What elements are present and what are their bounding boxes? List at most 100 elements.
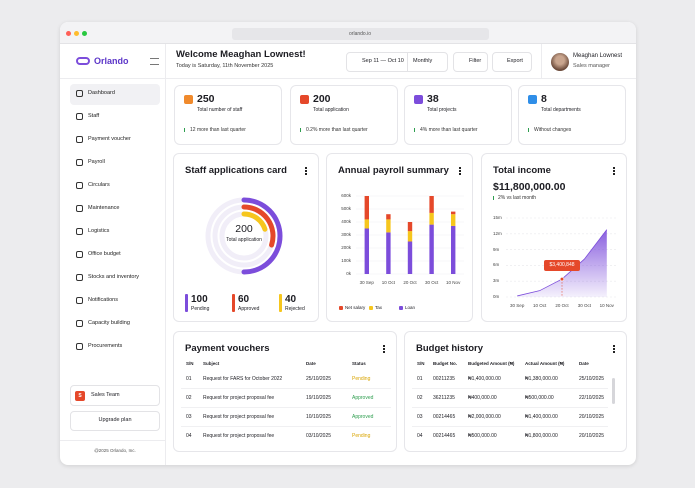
user-name: Meaghan Lownest xyxy=(573,53,623,60)
sidebar-divider xyxy=(60,78,166,79)
scrollbar[interactable] xyxy=(612,378,615,404)
row-divider xyxy=(412,407,608,408)
nav-item[interactable]: Payroll xyxy=(88,159,105,166)
nav-icon xyxy=(76,343,83,350)
total-value: 200 xyxy=(235,223,253,236)
nav-icon xyxy=(76,136,83,143)
table-cell: Request for project proposal fee xyxy=(203,413,275,420)
brand-logo xyxy=(76,57,90,65)
stat-change: 4% more than last quarter xyxy=(420,126,478,133)
ring-arc xyxy=(241,204,276,248)
column-header: Budgeted Amount (₦) xyxy=(468,361,515,367)
nav-item[interactable]: Maintenance xyxy=(88,205,120,212)
window-control[interactable] xyxy=(66,31,71,36)
nav-item[interactable]: Stocks and inventory xyxy=(88,274,140,281)
period-button[interactable] xyxy=(407,52,448,72)
table-cell: ₦1,400,000.00 xyxy=(525,413,558,420)
menu-toggle[interactable] xyxy=(150,58,159,65)
x-tick-label: 10 Oct xyxy=(381,280,396,286)
export-label[interactable]: Export xyxy=(507,58,523,65)
period[interactable]: Monthly xyxy=(413,58,433,65)
window-control[interactable] xyxy=(82,31,87,36)
nav-item[interactable]: Notifications xyxy=(88,297,118,304)
filter-label[interactable]: Filter xyxy=(469,58,482,65)
table-cell: ₦1,400,000.00 xyxy=(468,375,501,382)
bar-segment xyxy=(364,219,369,229)
table-cell: 04 xyxy=(417,432,423,439)
table-cell: Request for project proposal fee xyxy=(203,432,275,439)
table-cell: 03 xyxy=(186,413,192,420)
stat-change: Without changes xyxy=(534,126,572,133)
row-divider xyxy=(412,426,608,427)
change-indicator xyxy=(300,128,303,132)
more-menu[interactable] xyxy=(305,167,307,175)
x-tick-label: 10 Nov xyxy=(446,280,461,286)
y-tick-label: 600k xyxy=(341,193,351,199)
payroll-card xyxy=(326,153,473,322)
stat-label: Total application xyxy=(313,106,349,113)
table-cell: 03 xyxy=(417,413,423,420)
column-header: S/N xyxy=(417,361,425,367)
stat-value: 38 xyxy=(427,92,439,105)
window-control[interactable] xyxy=(74,31,79,36)
y-tick-label: 3m xyxy=(493,278,500,284)
table-cell: Request for FARS for October 2022 xyxy=(203,375,283,382)
stat-label: Total number of staff xyxy=(197,106,243,113)
more-menu[interactable] xyxy=(383,345,385,353)
more-menu[interactable] xyxy=(613,167,615,175)
legend-value: 100 xyxy=(191,293,208,305)
nav-item[interactable]: Circulars xyxy=(88,182,110,189)
brand-name: Orlando xyxy=(94,56,129,67)
legend-swatch xyxy=(369,305,373,310)
table-cell: 10/10/2025 xyxy=(306,413,332,420)
payment-vouchers-card xyxy=(173,331,397,452)
nav-icon xyxy=(76,251,83,258)
nav-item[interactable]: Office budget xyxy=(88,251,121,258)
nav-item[interactable]: Payment voucher xyxy=(88,136,131,143)
table-cell: 01 xyxy=(417,375,423,382)
legend-label: Loan xyxy=(405,305,416,311)
y-tick-label: 200k xyxy=(341,245,351,251)
table-cell: 20/10/2025 xyxy=(579,413,605,420)
table-cell: 20/10/2025 xyxy=(579,432,605,439)
card-title: Annual payroll summary xyxy=(338,164,449,176)
x-tick-label: 20 Oct xyxy=(403,280,417,286)
table-cell: Pending xyxy=(352,432,371,439)
nav-icon xyxy=(76,113,83,120)
total-label: Total application xyxy=(226,236,262,243)
bar-segment xyxy=(386,232,391,274)
nav-item[interactable]: Staff xyxy=(88,113,100,120)
x-tick-label: 30 Sep xyxy=(359,280,374,286)
column-header: Budget No. xyxy=(433,361,457,367)
table-cell: 03/10/2025 xyxy=(306,432,332,439)
nav-item[interactable]: Procurements xyxy=(88,343,123,350)
legend-bar xyxy=(185,294,188,312)
more-menu[interactable] xyxy=(613,345,615,353)
team-selector[interactable] xyxy=(70,385,160,406)
legend-label: Rejected xyxy=(285,305,305,312)
export-button[interactable] xyxy=(492,52,532,72)
legend-swatch xyxy=(399,305,403,310)
row-divider xyxy=(181,426,391,427)
nav-item[interactable]: Logistics xyxy=(88,228,110,235)
more-menu[interactable] xyxy=(459,167,461,175)
date-range[interactable]: Sep 11 — Oct 10 xyxy=(362,58,404,65)
nav-item[interactable]: Capacity building xyxy=(88,320,130,327)
y-tick-label: 9m xyxy=(493,246,500,252)
nav-item[interactable]: Dashboard xyxy=(88,90,115,97)
bar-segment xyxy=(386,219,391,233)
bar-segment xyxy=(364,196,369,220)
bar-segment xyxy=(429,212,434,225)
stat-icon xyxy=(184,95,193,104)
x-tick-label: 30 Oct xyxy=(577,303,592,309)
nav-icon xyxy=(76,228,83,235)
stat-label: Total projects xyxy=(427,106,457,113)
filter-button[interactable] xyxy=(453,52,488,72)
upgrade-label[interactable]: Upgrade plan xyxy=(98,417,132,424)
table-cell: 02 xyxy=(186,394,192,401)
upgrade-button[interactable] xyxy=(70,411,160,431)
bar-segment xyxy=(407,231,413,242)
table-cell: 36211235 xyxy=(433,394,455,401)
table-cell: ₦2,000,000.00 xyxy=(468,413,501,420)
income-area xyxy=(517,229,607,297)
